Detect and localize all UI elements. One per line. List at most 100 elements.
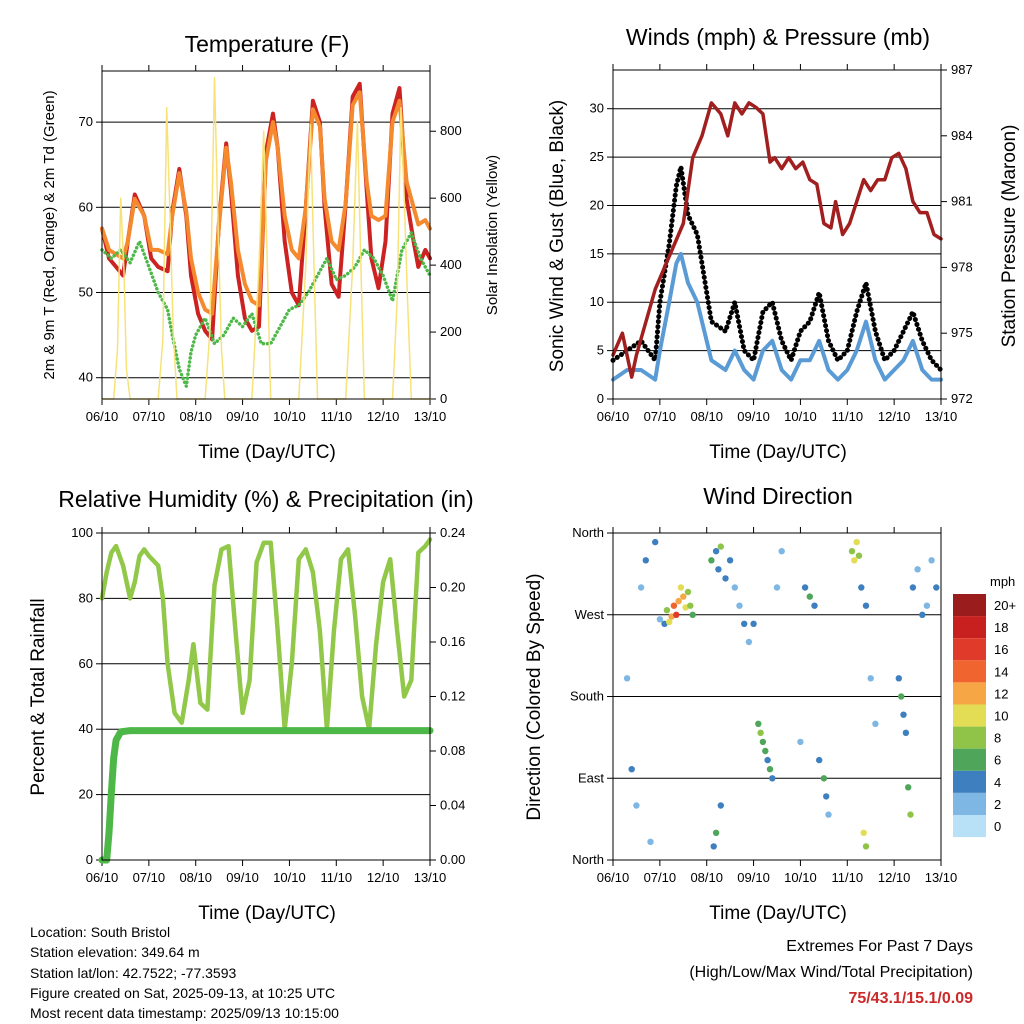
direction-point-66: [905, 784, 912, 791]
temperature-series-solar: [101, 76, 431, 400]
x-tick-label-6: 12/10: [878, 409, 911, 424]
direction-point-32: [710, 843, 717, 850]
humidity-series-precip: [98, 727, 434, 864]
x-tick-label-1: 07/10: [133, 870, 166, 885]
y2-tick-label-4: 984: [951, 128, 973, 143]
direction-ylabel: Direction (Colored By Speed): [524, 573, 545, 820]
direction-point-36: [759, 738, 767, 746]
direction-point-6: [675, 597, 682, 605]
y-tick-label-1: 20: [79, 787, 93, 802]
direction-point-38: [764, 756, 771, 764]
y2-tick-label-5: 0.20: [440, 580, 465, 595]
y-tick-label-6: 30: [590, 101, 604, 116]
y-tick-label-3: 70: [79, 114, 93, 129]
y2-tick-label-2: 978: [951, 259, 973, 274]
x-tick-label-1: 07/10: [644, 409, 677, 424]
direction-point-52: [848, 548, 856, 555]
x-tick-label-4: 10/10: [273, 409, 306, 424]
legend-label-4: 12: [994, 686, 1008, 701]
extremes-values: 75/43.1/15.1/0.09: [848, 990, 973, 1007]
y-tick-label-2: 60: [79, 199, 93, 214]
direction-point-68: [909, 584, 917, 591]
temperature-xlabel: Time (Day/UTC): [198, 442, 336, 463]
direction-point-12: [689, 611, 696, 618]
direction-point-53: [851, 557, 858, 564]
x-tick-label-0: 06/10: [86, 409, 119, 424]
direction-point-67: [907, 811, 914, 818]
y2-tick-label-4: 0.16: [440, 634, 465, 649]
x-tick-label-5: 11/10: [831, 409, 863, 424]
legend-swatch-7: [953, 748, 986, 771]
y-tick-label-2: 10: [590, 294, 604, 309]
legend-swatch-2: [953, 638, 986, 661]
direction-point-42: [773, 584, 781, 591]
x-tick-label-7: 13/10: [414, 870, 447, 885]
direction-point-11: [687, 602, 694, 609]
x-tick-label-6: 12/10: [367, 870, 400, 885]
direction-point-8: [680, 593, 687, 600]
legend-swatch-4: [953, 682, 986, 705]
y2-tick-label-5: 987: [951, 62, 973, 77]
direction-point-60: [867, 675, 874, 682]
humidity-panel: Relative Humidity (%) & Precipitation (i…: [28, 486, 474, 924]
humidity-plot-frame: [101, 532, 431, 861]
y-tick-label-3: East: [578, 770, 604, 785]
y-tick-label-5: 25: [590, 149, 604, 164]
direction-point-39: [766, 766, 774, 773]
temperature-panel: Temperature (F) 40 50 60 70 0 200 400 600 800 06/…: [41, 31, 501, 463]
x-tick-label-1: 07/10: [644, 870, 677, 885]
y-tick-label-1: 5: [597, 343, 604, 358]
winds-plot: 0 5 10 15 20 25 30 972 975 978 981 984 987 06/10 07/10…: [590, 62, 973, 424]
humidity-series-rh: [99, 537, 433, 732]
x-tick-label-0: 06/10: [597, 409, 630, 424]
y2-tick-label-0: 972: [951, 391, 973, 406]
direction-point-49: [823, 793, 830, 800]
x-tick-label-7: 13/10: [414, 409, 447, 424]
direction-point-54: [853, 538, 860, 546]
x-tick-label-4: 10/10: [784, 409, 817, 424]
direction-point-31: [712, 829, 720, 836]
humidity-title: Relative Humidity (%) & Precipitation (i…: [58, 486, 473, 512]
temperature-series-dewpoint: [100, 231, 432, 388]
direction-panel: Wind Direction NorthWestSouthEastNorth06…: [524, 483, 1016, 924]
temperature-y2label: Solar Insolation (Yellow): [484, 155, 501, 315]
y-tick-label-2: 40: [79, 721, 93, 736]
direction-point-27: [731, 584, 738, 591]
x-tick-label-0: 06/10: [86, 870, 119, 885]
speed-legend: 20+ 18 16 14 12 10 8 6 4 2 0: [953, 594, 1016, 838]
direction-point-47: [816, 756, 823, 764]
winds-series-pressure: [611, 101, 943, 379]
legend-title: mph: [990, 574, 1015, 589]
direction-point-14: [623, 675, 631, 682]
legend-label-1: 18: [994, 620, 1008, 635]
direction-point-21: [708, 557, 715, 564]
winds-panel: Winds (mph) & Pressure (mb) 0 5 10 15 20 25 30…: [547, 24, 1020, 463]
direction-point-15: [628, 766, 635, 773]
direction-point-51: [797, 738, 804, 746]
humidity-ylabel: Percent & Total Rainfall: [28, 598, 49, 795]
winds-ylabel: Sonic Wind & Gust (Blue, Black): [547, 100, 568, 372]
direction-point-69: [914, 566, 921, 573]
y2-tick-label-4: 800: [440, 123, 462, 138]
y-tick-label-4: North: [572, 852, 604, 867]
legend-label-6: 8: [994, 731, 1001, 746]
winds-xlabel: Time (Day/UTC): [709, 442, 847, 463]
extremes-box: Extremes For Past 7 Days (High/Low/Max W…: [689, 934, 973, 1012]
x-tick-label-5: 11/10: [831, 870, 863, 885]
direction-point-2: [663, 607, 671, 614]
y-tick-label-0: 0: [86, 852, 93, 867]
x-tick-label-3: 09/10: [226, 409, 259, 424]
direction-point-13: [666, 618, 673, 626]
direction-point-7: [677, 584, 685, 591]
temperature-title: Temperature (F): [185, 31, 350, 57]
extremes-heading: Extremes For Past 7 Days: [786, 938, 973, 955]
temperature-plot-frame: [101, 70, 431, 400]
legend-swatch-5: [953, 704, 986, 727]
direction-point-41: [750, 620, 757, 627]
y-tick-label-3: 15: [590, 246, 604, 261]
legend-label-8: 4: [994, 775, 1001, 790]
direction-point-19: [647, 838, 654, 845]
direction-point-44: [801, 584, 809, 591]
x-tick-label-7: 13/10: [925, 870, 958, 885]
direction-point-33: [717, 802, 724, 809]
